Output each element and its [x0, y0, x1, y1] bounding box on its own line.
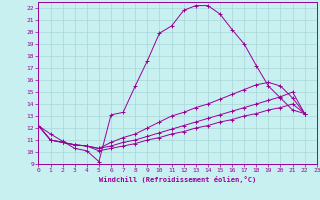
X-axis label: Windchill (Refroidissement éolien,°C): Windchill (Refroidissement éolien,°C) — [99, 176, 256, 183]
